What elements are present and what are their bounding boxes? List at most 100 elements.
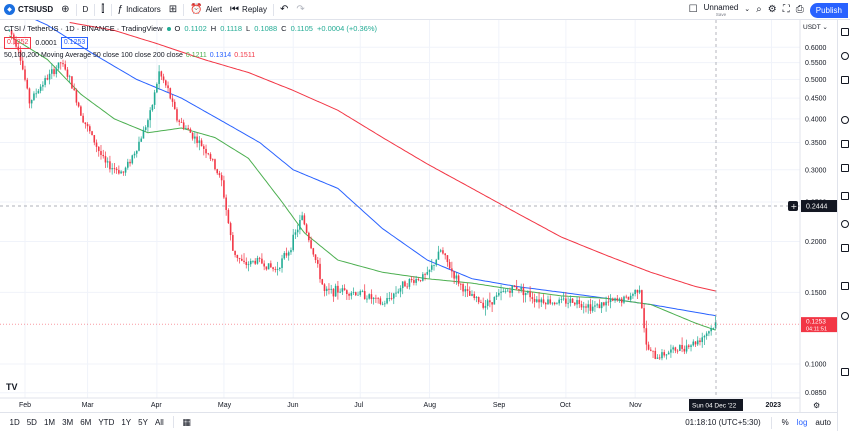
candle — [350, 291, 353, 300]
range-5d[interactable]: 5D — [26, 417, 37, 427]
range-ytd[interactable]: YTD — [98, 417, 115, 427]
candle-body — [444, 253, 446, 256]
data-window-icon[interactable] — [841, 76, 849, 84]
news-icon[interactable] — [841, 164, 849, 172]
layout-name-button[interactable]: Unnamed Save — [704, 3, 739, 18]
price-chart[interactable]: USDT ⌄ 0.6000 0.5500 0.5000 0.4500 0.4000 0.35… — [0, 20, 837, 412]
chat-icon[interactable] — [841, 244, 849, 252]
percent-scale-toggle[interactable]: % — [781, 418, 789, 427]
range-all[interactable]: All — [154, 417, 164, 427]
candle-body — [482, 302, 484, 308]
candle — [379, 296, 382, 306]
chart-type-button[interactable]: ⫿ — [97, 0, 108, 20]
alerts-icon[interactable] — [841, 52, 849, 60]
help-icon[interactable] — [841, 312, 849, 320]
fullscreen-icon[interactable]: ⛶ — [782, 4, 790, 15]
candle-body — [453, 271, 455, 279]
candle — [176, 107, 178, 123]
candle — [643, 304, 645, 333]
range-3m[interactable]: 3M — [62, 417, 74, 427]
candle — [667, 350, 670, 355]
candle-body — [93, 135, 96, 143]
indicators-button[interactable]: ƒ Indicators — [114, 0, 165, 20]
notifications-icon[interactable] — [841, 282, 849, 290]
log-scale-toggle[interactable]: log — [796, 418, 808, 427]
candle-body — [299, 220, 301, 230]
range-1m[interactable]: 1M — [43, 417, 56, 427]
candle — [301, 211, 303, 221]
watchlist-icon[interactable] — [841, 28, 849, 36]
candle — [124, 166, 127, 176]
time-tick-label: Oct — [560, 402, 571, 409]
candle-body — [674, 347, 677, 351]
search-icon[interactable]: ⌕ — [756, 4, 762, 15]
candle-body — [80, 106, 82, 116]
time-axis[interactable]: Feb Mar Apr May Jun Jul Aug Sep Oct Nov 2023 Sun 04… — [0, 397, 820, 411]
compare-button[interactable]: ⊕ — [57, 0, 73, 20]
range-5y[interactable]: 5Y — [138, 417, 148, 427]
candle — [694, 341, 697, 347]
chevron-down-icon[interactable]: ⌄ — [744, 6, 751, 13]
undo-button[interactable]: ↶ — [276, 0, 292, 20]
candle-body — [118, 170, 120, 174]
alert-button[interactable]: ⏰ Alert — [186, 0, 226, 20]
ma-legend[interactable]: 50,100,200 Moving Average 50 close 100 c… — [4, 52, 255, 59]
candle-body — [171, 98, 174, 102]
templates-button[interactable]: ⊞ — [165, 0, 181, 20]
time-tick-label: Nov — [629, 402, 642, 409]
camera-icon[interactable]: ⎙ — [795, 4, 804, 15]
candle-body — [406, 286, 408, 288]
range-6m[interactable]: 6M — [80, 417, 92, 427]
candle-body — [437, 251, 440, 260]
candle-body — [249, 260, 252, 265]
ma100-layer — [34, 20, 716, 317]
publish-button[interactable]: Publish — [809, 2, 848, 18]
candle-body — [62, 63, 64, 65]
range-1y[interactable]: 1Y — [121, 417, 132, 427]
redo-button[interactable]: ↷ — [292, 0, 308, 20]
candle — [151, 104, 154, 112]
candle — [397, 288, 400, 294]
bid-price[interactable]: 0.1252 — [4, 37, 32, 49]
replay-label: Replay — [242, 5, 267, 14]
bottom-bar: 1D 5D 1M 3M 6M YTD 1Y 5Y All ▦ 01:18:10 … — [0, 412, 837, 431]
layout-square-icon[interactable]: ☐ — [688, 4, 698, 15]
candle-body — [565, 298, 567, 304]
price-axis[interactable]: USDT ⌄ 0.6000 0.5500 0.5000 0.4500 0.4000 0.35… — [788, 20, 837, 412]
ideas-icon[interactable] — [841, 192, 849, 200]
candle-body — [310, 240, 312, 249]
more-icon[interactable] — [841, 368, 849, 376]
date-range-calendar-icon[interactable]: ▦ — [182, 417, 191, 427]
open-value: 0.1102 — [184, 24, 207, 33]
candle — [589, 298, 592, 314]
auto-scale-toggle[interactable]: auto — [815, 418, 831, 427]
symbol-search[interactable]: ◆ CTSIUSD — [0, 0, 57, 20]
hotlist-icon[interactable] — [841, 116, 849, 124]
add-alert-plus-icon[interactable] — [788, 201, 798, 212]
tradingview-logo-icon[interactable]: TV — [6, 382, 18, 392]
candle-body — [392, 293, 395, 299]
calendar-icon[interactable] — [841, 140, 849, 148]
candle-body — [37, 90, 40, 94]
candle — [42, 81, 44, 91]
streams-icon[interactable] — [841, 220, 849, 228]
currency-label[interactable]: USDT ⌄ — [803, 24, 828, 31]
gear-icon[interactable]: ⚙ — [767, 4, 777, 15]
candle-body — [687, 345, 690, 347]
replay-button[interactable]: ⏮ Replay — [226, 0, 271, 20]
ask-price[interactable]: 0.1253 — [60, 37, 89, 49]
candle — [337, 280, 339, 300]
axis-settings-gear-icon[interactable]: ⚙ — [813, 401, 820, 410]
candle — [480, 299, 482, 303]
candle — [634, 289, 636, 297]
candle — [551, 302, 554, 306]
candle — [486, 298, 489, 310]
candle-body — [520, 287, 522, 290]
candle — [705, 331, 708, 340]
clock[interactable]: 01:18:10 (UTC+5:30) — [685, 418, 761, 427]
range-1d[interactable]: 1D — [9, 417, 20, 427]
candle — [240, 254, 243, 262]
interval-button[interactable]: D — [79, 0, 93, 20]
candle-body — [560, 299, 563, 300]
candle-body — [328, 288, 330, 290]
